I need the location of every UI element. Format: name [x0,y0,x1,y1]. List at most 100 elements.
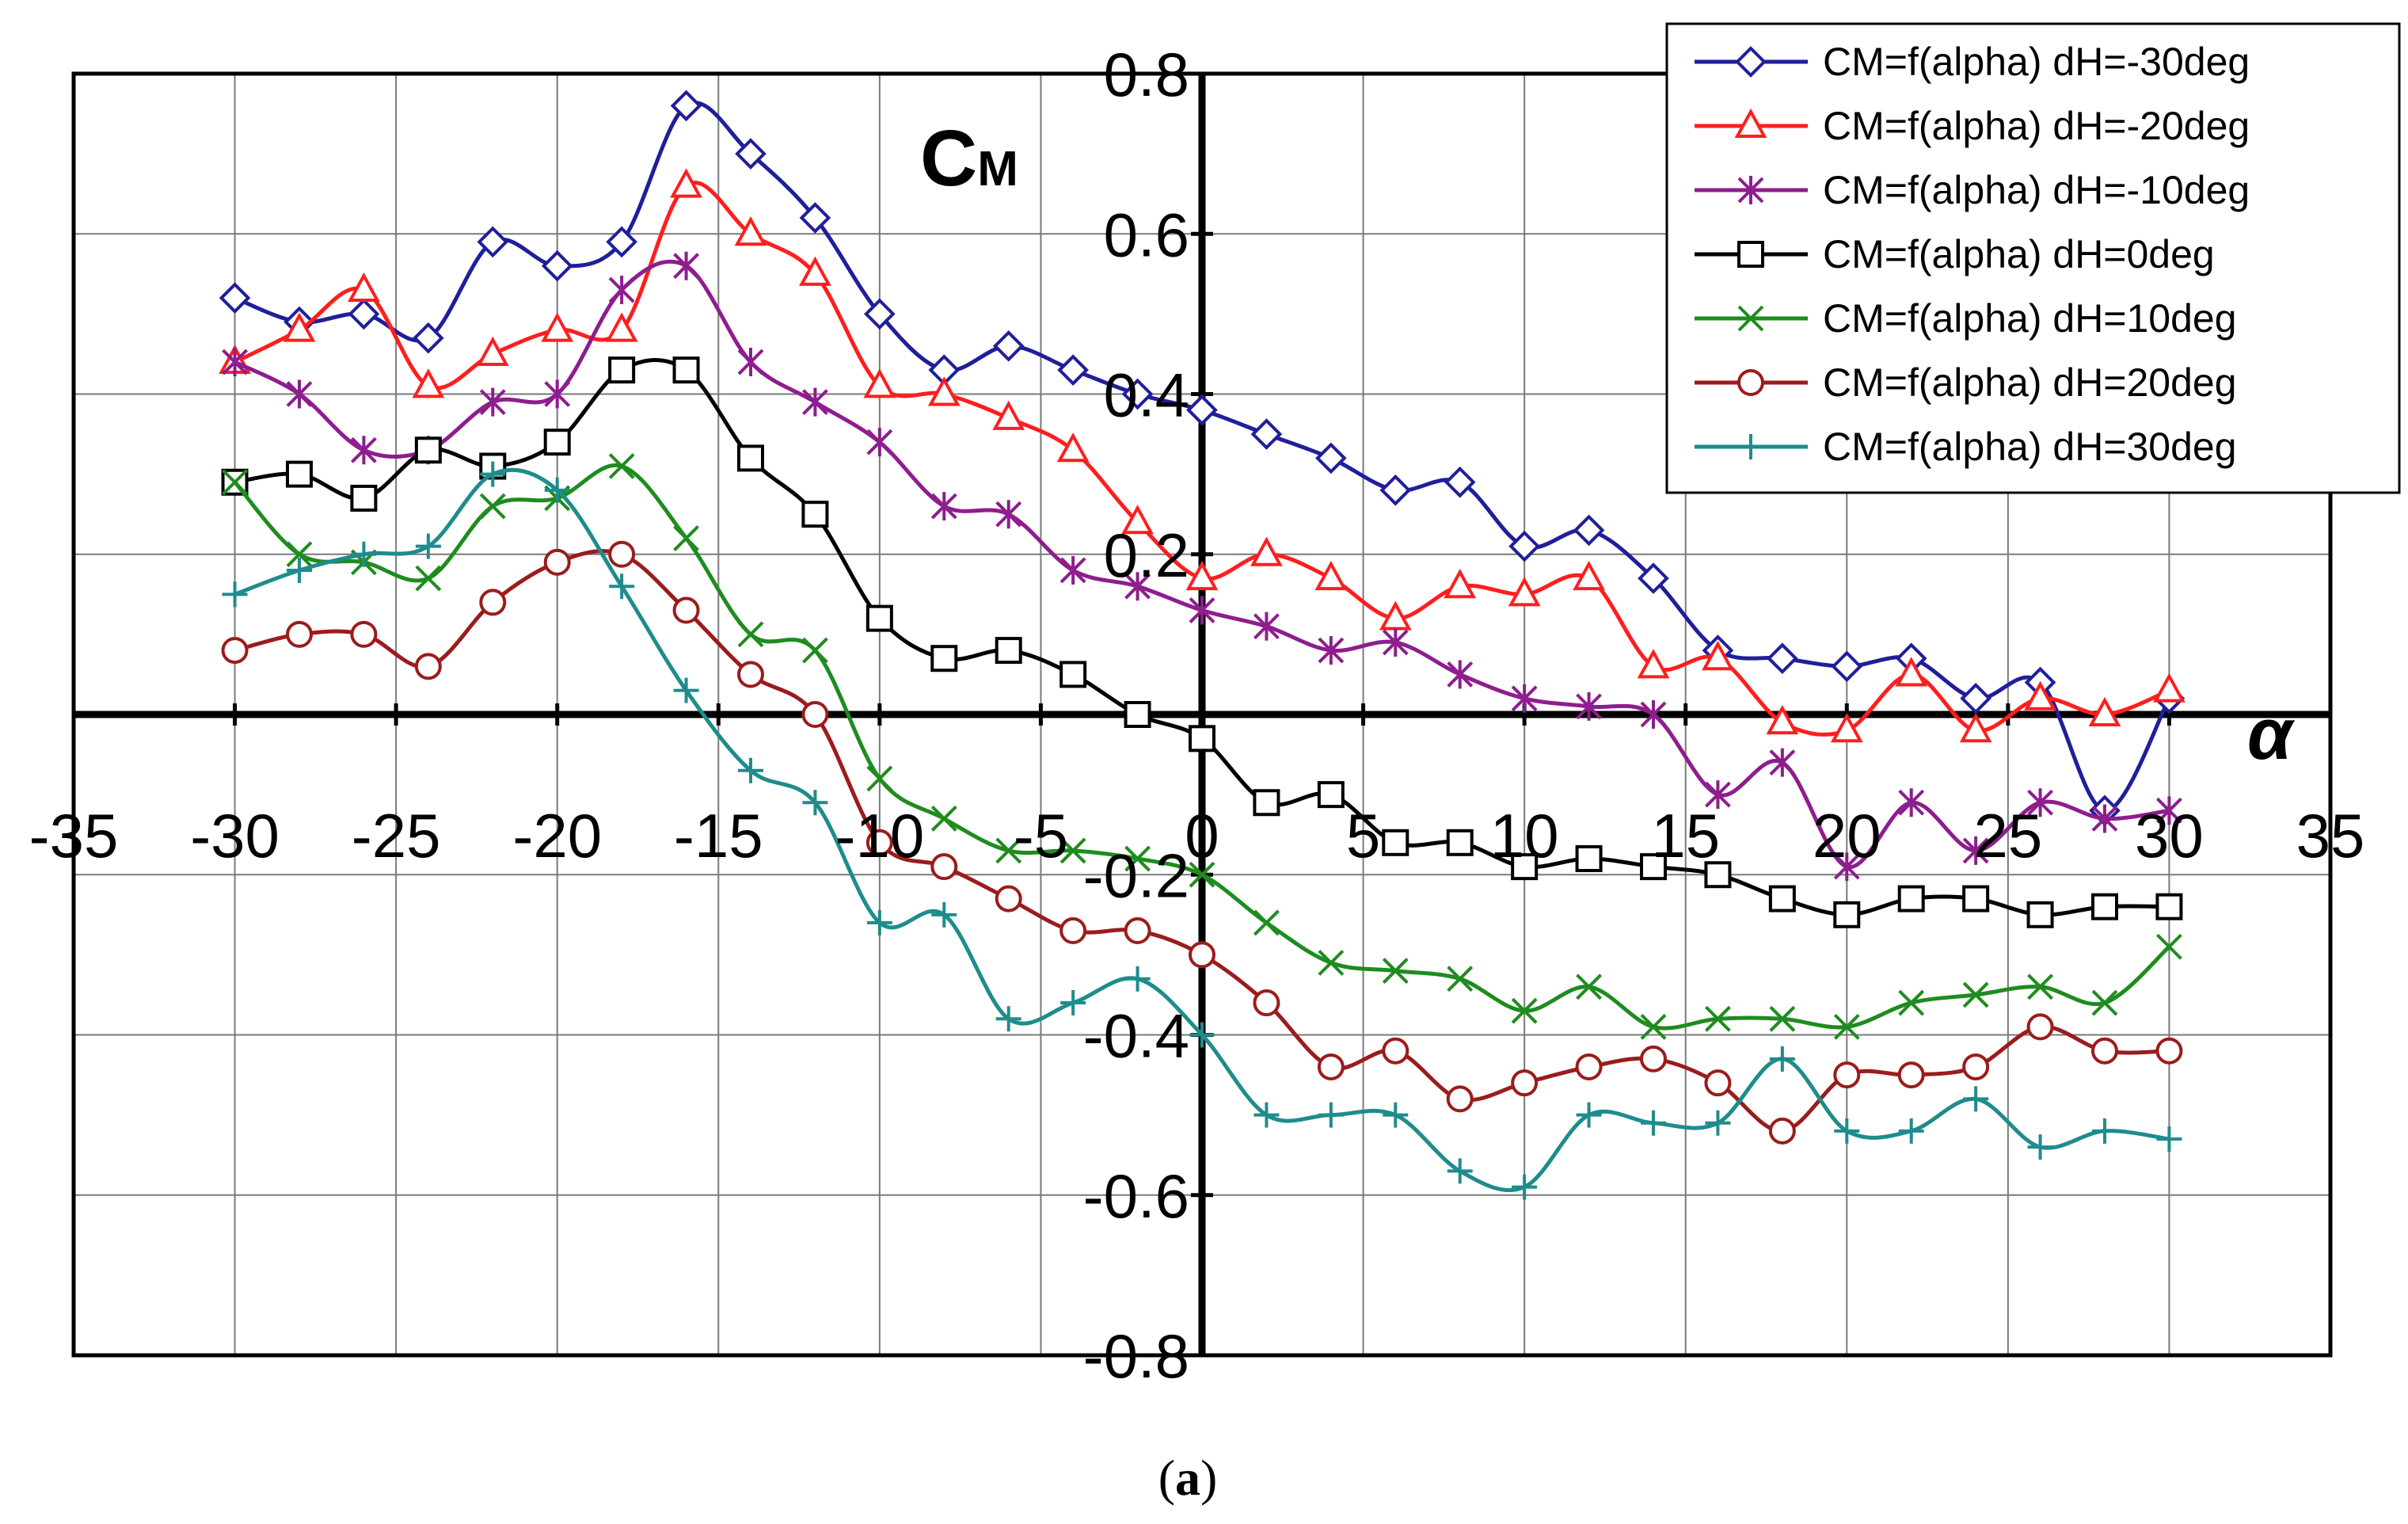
data-point [866,909,892,935]
data-point [1511,1069,1539,1097]
x-tick-label: -15 [674,801,763,871]
x-tick-label: 5 [1346,801,1380,871]
data-point [737,621,764,648]
data-point [1444,569,1477,599]
legend-marker [1737,176,1764,204]
data-point [1704,1069,1732,1097]
data-point [1576,973,1602,1000]
data-point [1383,1102,1409,1128]
data-point [541,250,573,282]
data-point [995,500,1022,529]
data-point [2024,680,2056,711]
data-point [606,226,637,258]
data-point [2156,933,2182,960]
x-tick-label: 0 [1185,801,1219,871]
legend-item: CM=f(alpha) dH=0deg [1695,232,2215,276]
data-point [1705,1110,1731,1136]
data-point [222,581,248,608]
figure-caption: (a) [1158,1450,1218,1506]
legend-label: CM=f(alpha) dH=10deg [1823,296,2237,341]
data-point [927,376,961,406]
data-point [1962,981,1989,1008]
data-point [1056,432,1090,463]
legend-item: CM=f(alpha) dH=10deg [1695,296,2237,341]
y-tick-label: 0.4 [1104,360,1189,430]
legend-item: CM=f(alpha) dH=30deg [1695,425,2237,469]
data-point [608,276,635,305]
data-point [1705,780,1731,810]
data-point [1640,700,1667,729]
x-tick-label: -5 [1014,801,1068,871]
data-point [476,336,509,366]
data-point [543,429,571,456]
data-point [1704,861,1732,889]
data-point [1185,560,1219,591]
y-tick-label: -0.6 [1083,1161,1189,1231]
series-layer [219,90,2185,1200]
legend-item: CM=f(alpha) dH=-10deg [1695,168,2250,212]
data-point [414,436,442,464]
data-point [737,444,764,472]
data-point [1124,966,1151,992]
data-point [222,348,248,377]
x-tick-label: 25 [1973,801,2042,871]
data-point [1576,692,1602,721]
data-point [1317,781,1345,809]
legend-item: CM=f(alpha) dH=-30deg [1695,40,2250,84]
data-point [1963,1086,1989,1112]
data-point [286,379,313,409]
data-point [1833,1013,1860,1040]
data-point [414,653,442,680]
data-point [995,885,1022,912]
data-point [350,484,378,512]
data-point [2091,989,2118,1016]
x-tick-label: -25 [352,801,441,871]
data-point [670,168,702,198]
data-point [222,469,248,496]
data-point [1124,917,1151,945]
data-point [1382,1037,1409,1065]
data-point [1830,713,1863,743]
data-point [930,492,957,521]
data-point [1059,917,1087,945]
data-point [2092,1118,2117,1144]
data-point [672,356,700,384]
data-point [286,541,313,568]
legend-item: CM=f(alpha) dH=-20deg [1695,104,2250,148]
legend-label: CM=f(alpha) dH=-30deg [1823,40,2250,84]
data-point [1059,661,1087,688]
x-tick-label: 15 [1651,801,1720,871]
data-point [1511,684,1538,713]
data-point [2155,1037,2183,1065]
data-point [1446,1085,1474,1113]
data-point [1318,950,1345,976]
y-tick-label: 0.8 [1104,40,1189,109]
data-point [2156,796,2182,825]
data-point [1641,1110,1666,1136]
data-point [1962,1053,1990,1080]
data-point [1318,1102,1344,1128]
data-point [2153,672,2185,703]
data-point [350,620,378,648]
data-point [866,765,893,792]
y-tick-label: -0.2 [1083,840,1189,910]
legend-label: CM=f(alpha) dH=-20deg [1823,104,2250,148]
data-point [670,90,702,122]
data-point [2026,1013,2054,1041]
data-point [1575,845,1603,873]
data-point [221,637,249,665]
data-point [1318,636,1345,665]
data-point [544,379,571,409]
data-point [479,589,507,616]
data-point [286,460,313,488]
data-point [1121,505,1154,535]
data-point [1637,649,1670,679]
data-point [737,661,764,688]
data-point [1189,941,1215,969]
y-tick-label: -0.8 [1083,1321,1189,1391]
data-point [1382,829,1409,856]
data-point [1121,378,1154,410]
data-point [1382,627,1409,657]
data-point [1767,642,1798,675]
data-point [479,493,506,520]
